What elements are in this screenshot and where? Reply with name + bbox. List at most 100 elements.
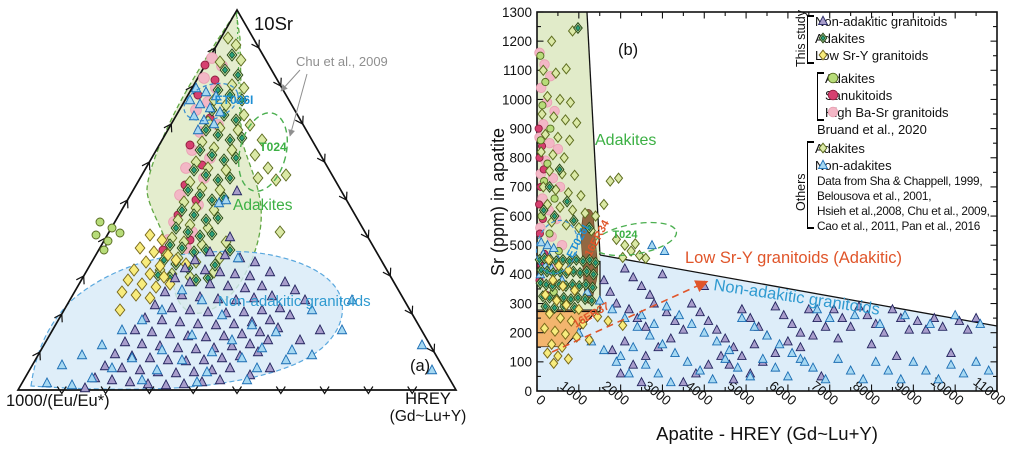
marker-otNon bbox=[66, 379, 78, 390]
legend-item: Adakites bbox=[825, 70, 875, 87]
marker-otNon bbox=[136, 314, 148, 325]
marker-brAda bbox=[538, 101, 547, 110]
edge-tick bbox=[251, 39, 260, 49]
marker-tsNon bbox=[971, 312, 982, 323]
y-tick-label: 1000 bbox=[502, 92, 532, 107]
y-tick-label: 1100 bbox=[503, 63, 532, 78]
chu-leader-line-1 bbox=[280, 69, 301, 92]
marker-otAda bbox=[270, 173, 282, 187]
marker-tsNon bbox=[188, 366, 200, 377]
marker-tsLow bbox=[569, 284, 580, 297]
marker-tsNon bbox=[149, 299, 161, 310]
marker-tsAda bbox=[544, 180, 555, 194]
marker-otNon bbox=[983, 365, 994, 375]
marker-otNon bbox=[336, 324, 348, 335]
marker-tsNon bbox=[262, 334, 274, 345]
marker-brAda bbox=[541, 77, 550, 87]
marker-tsLow bbox=[592, 310, 603, 323]
marker-otNon bbox=[745, 370, 756, 381]
marker-otNon bbox=[216, 309, 228, 320]
marker-tsAda bbox=[194, 143, 206, 157]
marker-tsNon bbox=[248, 292, 260, 303]
marker-tsNon bbox=[795, 327, 806, 337]
marker-tsLow bbox=[544, 254, 554, 266]
marker-otNon bbox=[762, 330, 772, 340]
marker-tsNon bbox=[720, 332, 731, 343]
marker-tsNon bbox=[256, 304, 268, 315]
marker-otNon bbox=[774, 338, 785, 349]
diamond-marker-icon bbox=[818, 49, 828, 61]
marker-tsNon bbox=[866, 338, 877, 349]
marker-otNon bbox=[241, 374, 253, 385]
bracket-bruand bbox=[817, 72, 824, 121]
marker-brAda bbox=[95, 217, 105, 227]
marker-otNon bbox=[895, 373, 906, 384]
marker-otNon bbox=[194, 98, 206, 109]
marker-tsNon bbox=[598, 274, 609, 285]
marker-tsNon bbox=[266, 290, 278, 301]
marker-tsAda bbox=[170, 221, 182, 235]
marker-otNon bbox=[720, 353, 731, 363]
marker-otAda bbox=[232, 123, 244, 137]
marker-otNon bbox=[270, 326, 282, 337]
chu-leader-line-2 bbox=[288, 73, 308, 137]
marker-tsNon bbox=[820, 321, 831, 331]
marker-tsNon bbox=[636, 376, 647, 387]
marker-tsNon bbox=[190, 343, 202, 354]
edge-tick bbox=[163, 123, 173, 133]
marker-otNon bbox=[208, 118, 220, 129]
legend-item-label: Non-adakitic granitoids bbox=[815, 14, 948, 29]
t024-ellipse bbox=[237, 112, 289, 192]
edge-tick bbox=[231, 386, 243, 395]
marker-otNon bbox=[925, 318, 936, 328]
marker-brBaSr bbox=[827, 106, 839, 118]
marker-brAda bbox=[550, 194, 559, 203]
marker-otNon bbox=[346, 294, 358, 305]
marker-tsAda bbox=[224, 243, 236, 257]
marker-tsLow bbox=[162, 248, 174, 262]
marker-tsNon bbox=[116, 362, 128, 373]
marker-otNon bbox=[56, 359, 68, 370]
marker-tsLow bbox=[563, 353, 574, 365]
marker-otNon bbox=[611, 356, 622, 366]
ternary-edge-ticks bbox=[32, 39, 436, 395]
marker-tsLow bbox=[552, 294, 562, 307]
non-adakitic-field-label: Non-adakitic granitoids bbox=[218, 293, 371, 310]
marker-otNon bbox=[711, 335, 722, 346]
apex-label: 10Sr bbox=[254, 13, 293, 34]
marker-tsNon bbox=[644, 289, 655, 299]
marker-otAda bbox=[214, 183, 226, 197]
low-sry-arrow-label: Low Sr-Y granitoids (Adakitic) bbox=[685, 249, 902, 267]
marker-otNon bbox=[674, 309, 685, 320]
legend-group-others: Others bbox=[794, 173, 808, 211]
marker-tsNon bbox=[224, 231, 236, 242]
edge-tick bbox=[363, 386, 374, 395]
marker-tsNon bbox=[159, 286, 171, 297]
marker-otNon bbox=[156, 344, 168, 355]
marker-tsNon bbox=[254, 326, 266, 337]
marker-otNon bbox=[732, 362, 743, 372]
marker-brBaSr bbox=[198, 72, 210, 84]
marker-otNon bbox=[607, 303, 618, 314]
marker-otAda bbox=[537, 108, 547, 120]
marker-brAda bbox=[107, 223, 117, 233]
marker-tsNon bbox=[256, 280, 268, 291]
marker-tsAda bbox=[188, 163, 200, 177]
legend-source-line: Hsieh et al.,2008, Chu et al., 2009, bbox=[817, 204, 990, 218]
marker-tsNon bbox=[119, 336, 131, 347]
marker-brAda bbox=[99, 245, 109, 255]
discrimination-line bbox=[599, 254, 998, 327]
legend-item: Non-adakitic granitoids bbox=[815, 13, 947, 30]
marker-tsNon bbox=[204, 278, 216, 289]
marker-tsNon bbox=[216, 352, 228, 363]
marker-tsNon bbox=[636, 280, 647, 290]
marker-brAda bbox=[545, 229, 554, 238]
marker-tsNon bbox=[962, 324, 973, 334]
marker-tsLow bbox=[560, 328, 571, 340]
circle-marker-icon bbox=[827, 72, 839, 84]
marker-otNon bbox=[220, 194, 232, 205]
marker-tsLow bbox=[561, 299, 571, 311]
edge-tick bbox=[54, 313, 63, 323]
marker-tsNon bbox=[904, 324, 915, 334]
